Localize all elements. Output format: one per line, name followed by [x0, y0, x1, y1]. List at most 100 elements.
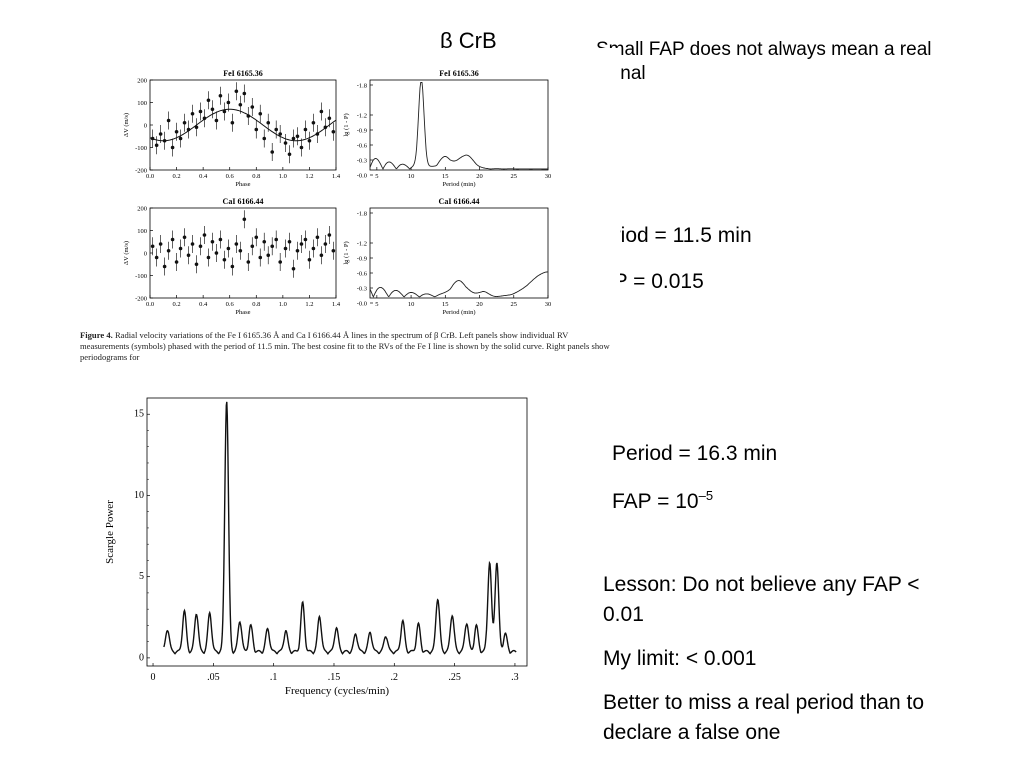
y-axis-label: ΔV (m/s) [123, 241, 130, 265]
x-tick-label: 25 [511, 173, 518, 180]
data-point [299, 145, 304, 150]
x-tick-label: 5 [375, 173, 378, 180]
x-tick-label: 30 [545, 173, 552, 180]
plot-frame [149, 207, 337, 299]
lesson-line-2: My limit: < 0.001 [603, 647, 757, 670]
x-tick-label: 15 [442, 173, 449, 180]
cosine-fit-curve [149, 108, 337, 142]
y-tick-label: -0.0 [357, 301, 367, 308]
y-tick-label: -1.8 [357, 83, 367, 90]
x-tick-label: 25 [511, 301, 518, 308]
data-point [206, 255, 211, 260]
y-axis-label: lg (1 - P) [343, 241, 350, 264]
x-tick-label: .15 [328, 672, 341, 683]
data-point [194, 125, 199, 130]
fap-2: FAP = 10–5 [612, 488, 713, 514]
data-point [278, 260, 282, 264]
x-tick-label: 1.4 [332, 173, 341, 180]
x-tick-label: 0.2 [173, 173, 181, 180]
data-point [198, 244, 203, 249]
x-tick-label: .05 [207, 672, 220, 683]
data-point [234, 242, 239, 246]
data-point [331, 248, 336, 253]
data-point [319, 109, 324, 114]
y-tick-label: -200 [135, 168, 147, 175]
x-tick-label: 1.2 [305, 301, 313, 308]
x-tick-label: 0.4 [199, 173, 208, 180]
y-tick-label: -0.6 [357, 271, 368, 278]
panel-fe-rv: FeI 6165.36 0.0 0.2 0.4 0.6 0.8 1.0 1.2 1.4 -200 -… [123, 69, 341, 188]
data-point [287, 239, 292, 244]
data-point [323, 242, 328, 246]
data-point [182, 235, 187, 240]
data-point [190, 242, 195, 246]
x-axis-label: Phase [235, 309, 250, 316]
x-tick-label: 1.2 [305, 173, 313, 180]
x-tick-label: 15 [442, 301, 449, 308]
data-point [174, 129, 179, 134]
data-point [206, 98, 211, 103]
x-tick-label: .1 [270, 672, 278, 683]
y-tick-label: -0.9 [357, 128, 367, 135]
x-tick-label: 10 [408, 301, 415, 308]
x-axis-label: Period (min) [442, 181, 475, 188]
x-tick-label: 0.2 [173, 301, 181, 308]
data-point [303, 237, 308, 242]
data-point [246, 260, 251, 264]
data-point [154, 143, 159, 148]
data-point [250, 105, 255, 109]
data-point [150, 244, 155, 249]
data-point [238, 102, 243, 107]
x-tick-label: 0.6 [226, 301, 235, 308]
y-axis-label: ΔV (m/s) [123, 113, 130, 137]
x-tick-label: 0.0 [146, 301, 154, 308]
y-tick-label: -200 [135, 296, 147, 303]
data-point [226, 246, 231, 251]
data-point [230, 120, 235, 125]
x-tick-label: .25 [448, 672, 461, 683]
data-point [158, 242, 163, 246]
panel-ca-rv: CaI 6166.44 0.0 0.2 0.4 0.6 0.8 1.0 1.2 1.4 -200 -… [123, 197, 341, 316]
data-point [174, 260, 179, 264]
y-tick-label: -0.9 [357, 256, 367, 263]
y-axis-label: lg (1 - P) [343, 113, 350, 136]
figure-caption: Figure 4. Radial velocity variations of … [80, 330, 610, 363]
data-point [190, 111, 195, 116]
data-point [311, 246, 316, 251]
lesson-line-1: Lesson: Do not believe any FAP < 0.01 [603, 573, 920, 626]
y-tick-label: -100 [135, 273, 147, 280]
x-axis-label: Frequency (cycles/min) [285, 685, 389, 697]
y-tick-label: -0.6 [357, 143, 368, 150]
y-tick-label: 15 [134, 409, 144, 420]
data-point [307, 138, 312, 143]
data-point [291, 136, 296, 141]
data-point [178, 136, 183, 141]
data-point [274, 237, 279, 242]
y-tick-label: -0.0 [357, 173, 367, 180]
panel-title: CaI 6166.44 [223, 197, 264, 206]
data-point [226, 100, 231, 105]
y-tick-label: 0 [144, 251, 147, 258]
y-tick-label: 5 [139, 571, 144, 582]
data-point [222, 257, 227, 262]
data-point [166, 118, 171, 123]
x-tick-label: 0.4 [199, 301, 208, 308]
data-point [266, 253, 271, 258]
note-text: Small FAP does not always mean a real si… [596, 39, 932, 84]
data-point [287, 152, 292, 157]
x-tick-label: 5 [375, 301, 378, 308]
data-point [218, 93, 223, 98]
data-point [214, 251, 219, 255]
x-axis-label: Period (min) [442, 309, 475, 316]
panel-title: CaI 6166.44 [439, 197, 480, 206]
data-point [170, 145, 175, 150]
data-point [327, 233, 332, 237]
data-point [278, 132, 282, 136]
x-axis-label: Phase [235, 181, 250, 188]
data-point [154, 255, 159, 260]
x-tick-label: .2 [391, 672, 399, 683]
data-point [319, 253, 324, 258]
data-point [258, 255, 263, 260]
data-point [254, 235, 259, 240]
data-point [266, 120, 271, 125]
